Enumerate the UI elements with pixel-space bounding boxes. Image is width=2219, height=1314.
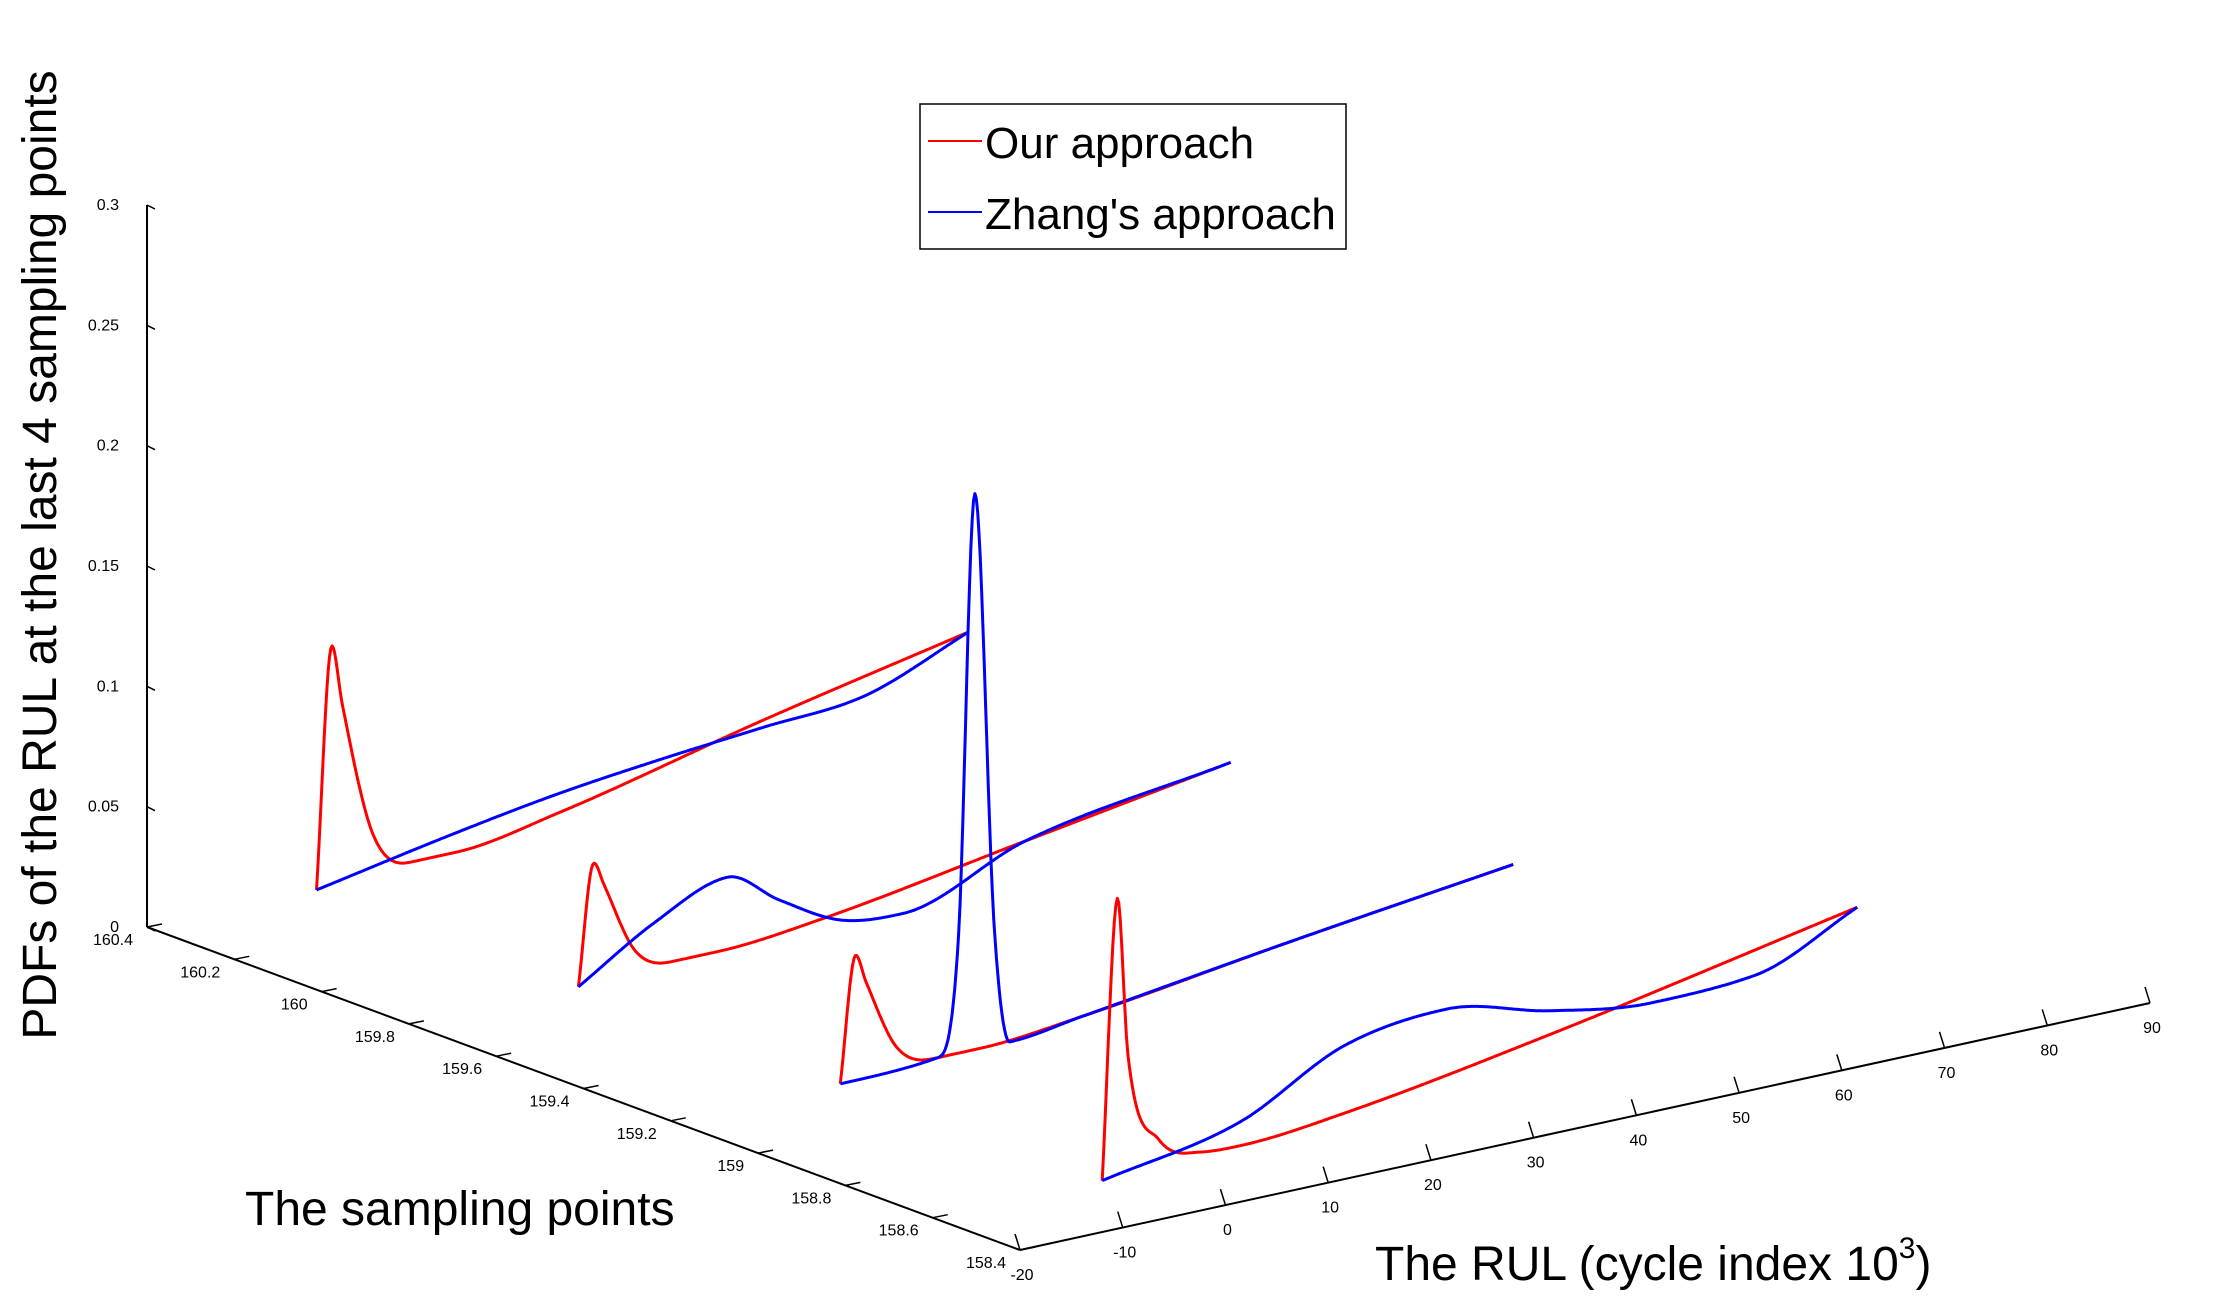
x-tick-label: 30 [1527,1155,1545,1172]
legend-label-zhang-approach: Zhang's approach [985,190,1336,239]
x-tick-mark [1630,1099,1638,1116]
z-tick-label: 0.25 [88,317,119,334]
zhang-approach-curve-160.4 [315,630,970,892]
y-tick-mark [845,1181,861,1187]
z-tick-label: 0.2 [97,438,119,455]
y-tick-mark [146,923,163,928]
y-tick-mark [583,1084,599,1090]
x-tick-mark [1938,1031,1946,1049]
z-tick-mark [146,324,156,331]
our-approach-curve-158.6 [1100,896,1858,1181]
x-tick-label: 80 [2040,1042,2058,1059]
y-tick-label: 158.6 [879,1223,919,1240]
y-tick-label: 159 [717,1158,744,1175]
y-tick-label: 160.4 [93,932,133,949]
x-tick-mark [1733,1076,1740,1094]
x-tick-label: 60 [1835,1087,1853,1104]
y-tick-label: 158.4 [966,1255,1006,1272]
y-tick-label: 160.2 [180,964,220,981]
zhang-approach-curve-159.8 [577,761,1232,988]
y-tick-label: 159.2 [617,1126,657,1143]
x-tick-label: 70 [1938,1065,1956,1082]
z-tick-mark [146,565,156,571]
x-axis-label-exponent: 3 [1899,1232,1916,1265]
y-tick-mark [670,1117,686,1122]
x-tick-label: -10 [1113,1245,1136,1262]
y-tick-mark [1019,1246,1036,1251]
legend-box [919,103,1347,250]
y-tick-label: 159.8 [355,1029,395,1046]
x-tick-mark [1014,1233,1021,1251]
y-axis-label: The sampling points [245,1183,675,1236]
x-tick-label: 10 [1321,1200,1339,1217]
z-tick-label: 0 [110,919,119,936]
y-tick-label: 158.8 [791,1190,831,1207]
x-tick-label: 40 [1629,1132,1647,1149]
legend: Our approach Zhang's approach [919,103,1347,250]
z-tick-label: 0.3 [97,197,119,214]
z-tick-mark [146,926,156,932]
x-tick-mark [1322,1166,1329,1183]
x-tick-mark [1117,1211,1124,1228]
x-tick-mark [1836,1054,1843,1071]
x-tick-mark [2041,1009,2048,1026]
z-tick-mark [146,444,156,451]
z-tick-mark [146,204,156,210]
x-tick-mark [1219,1188,1227,1206]
x-tick-label: 0 [1223,1222,1232,1239]
z-tick-label: 0.1 [97,678,119,695]
y-tick-mark [932,1213,948,1219]
x-tick-mark [1425,1143,1432,1161]
z-tick-label: 0.15 [88,558,119,575]
x-tick-label: 50 [1732,1110,1750,1127]
x-tick-mark [2144,986,2151,1004]
our-approach-curve-160.4 [315,630,970,891]
x-tick-mark [1527,1121,1535,1138]
z-tick-mark [146,805,156,812]
y-tick-label: 159.4 [529,1094,569,1111]
tick-labels: -20-100102030405060708090158.4158.6158.8… [88,197,2161,1284]
y-tick-mark [757,1149,774,1154]
x-axis-label-main: The RUL (cycle index 10 [1375,1238,1899,1291]
x-axis-label-close: ) [1915,1238,1931,1291]
x-tick-label: 90 [2143,1020,2161,1037]
series-curves [315,492,1859,1183]
y-tick-mark [321,987,337,993]
y-tick-mark [408,1020,425,1025]
zhang-approach-curve-159.2 [839,492,1514,1086]
zhang-approach-curve-158.6 [1101,906,1859,1183]
our-approach-curve-159.8 [576,761,1232,987]
x-axis-label: The RUL (cycle index 103) [1375,1232,1931,1291]
y-tick-mark [234,955,250,961]
y-tick-mark [496,1052,512,1057]
y-tick-label: 160 [281,997,308,1014]
y-tick-label: 159.6 [442,1061,482,1078]
x-axis-line [1019,1002,2151,1251]
z-tick-mark [146,685,156,692]
z-tick-label: 0.05 [88,799,119,816]
axes [146,204,2151,1251]
x-tick-label: -20 [1010,1267,1033,1284]
legend-label-our-approach: Our approach [985,119,1254,168]
x-tick-label: 20 [1424,1177,1442,1194]
z-axis-label: PDFs of the RUL at the last 4 sampling p… [14,70,67,1039]
